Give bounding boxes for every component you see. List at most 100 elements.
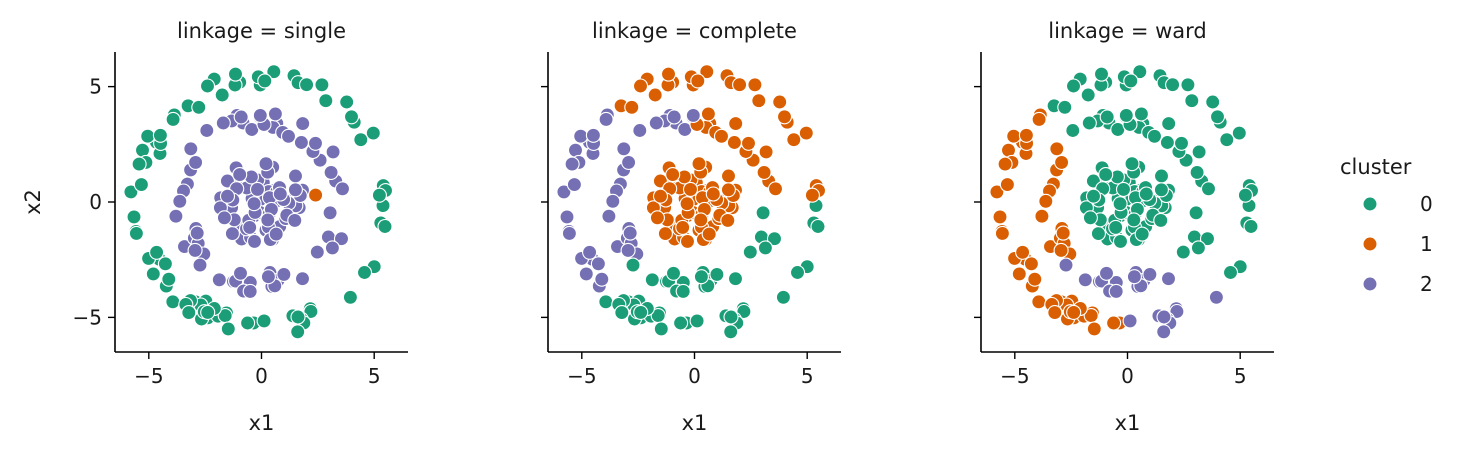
data-point: [189, 225, 205, 241]
legend: cluster 0 1 2: [1340, 155, 1433, 296]
data-point: [757, 240, 773, 256]
data-point: [690, 73, 706, 89]
panel-2: linkage = complete −5 0 5 x1: [541, 19, 841, 435]
data-point: [192, 257, 208, 273]
x-tick-label: −5: [134, 364, 163, 388]
data-point: [1090, 226, 1106, 242]
x-axis-label: x1: [1115, 411, 1141, 435]
data-point: [601, 208, 617, 224]
data-point: [992, 209, 1008, 225]
data-point: [564, 156, 580, 172]
data-point: [257, 73, 273, 89]
scatter-points: [556, 64, 827, 340]
data-point: [287, 212, 303, 228]
data-point: [632, 78, 649, 94]
data-point: [566, 177, 582, 193]
data-point: [128, 225, 144, 241]
data-point: [673, 315, 689, 331]
legend-label: 2: [1420, 272, 1433, 296]
x-tick-label: 0: [1121, 364, 1134, 388]
data-point: [810, 218, 826, 235]
data-point: [747, 77, 763, 93]
data-point: [1153, 182, 1169, 198]
legend-label: 0: [1420, 192, 1433, 216]
data-point: [582, 244, 598, 260]
data-point: [1093, 66, 1110, 82]
data-point: [775, 289, 791, 305]
data-point: [705, 186, 721, 202]
x-axis-label: x1: [682, 411, 708, 435]
data-point: [657, 226, 673, 242]
data-point: [689, 313, 705, 329]
data-point: [585, 127, 601, 143]
data-point: [798, 125, 814, 141]
data-point: [713, 128, 730, 144]
data-point: [1138, 186, 1154, 202]
data-point: [168, 208, 184, 224]
data-point: [1222, 264, 1239, 281]
data-point: [1082, 210, 1098, 226]
data-point: [660, 66, 677, 82]
data-point: [1047, 305, 1063, 321]
data-point: [700, 106, 716, 122]
data-point: [621, 154, 637, 170]
data-point: [1077, 272, 1093, 288]
data-point: [620, 242, 636, 258]
data-point: [165, 294, 181, 310]
data-point: [1065, 122, 1081, 139]
data-point: [246, 233, 263, 249]
data-point: [1031, 111, 1047, 127]
data-point: [260, 212, 276, 228]
data-point: [199, 78, 216, 94]
data-point: [1243, 218, 1259, 235]
data-point: [1153, 168, 1170, 184]
panel-title: linkage = ward: [1048, 19, 1206, 43]
data-point: [758, 144, 774, 160]
data-point: [1190, 240, 1206, 256]
data-point: [561, 225, 577, 241]
data-point: [140, 128, 156, 144]
data-point: [632, 122, 648, 139]
data-point: [624, 99, 640, 115]
x-tick-label: 0: [255, 364, 268, 388]
data-point: [307, 135, 324, 151]
panel-title: linkage = complete: [592, 19, 797, 43]
legend-label: 1: [1420, 232, 1433, 256]
data-point: [287, 182, 303, 198]
data-point: [594, 271, 610, 287]
data-point: [720, 168, 737, 184]
data-point: [1065, 78, 1082, 94]
data-point: [1156, 324, 1172, 340]
data-point: [590, 256, 606, 272]
data-point: [1027, 271, 1043, 287]
data-point: [1018, 127, 1034, 143]
panel-1: linkage = single −5 0 5 −5 0 5 x1 x2: [21, 19, 408, 435]
data-point: [644, 272, 660, 288]
data-point: [727, 271, 744, 287]
data-point: [242, 283, 258, 299]
data-point: [653, 321, 669, 337]
data-point: [187, 242, 203, 258]
data-point: [740, 135, 757, 151]
data-point: [685, 107, 701, 123]
data-point: [665, 167, 681, 183]
data-point: [1038, 193, 1054, 209]
data-point: [214, 87, 230, 103]
data-point: [1209, 109, 1226, 125]
data-point: [1085, 188, 1102, 204]
data-point: [756, 164, 772, 180]
data-point: [299, 77, 315, 93]
data-point: [679, 233, 696, 249]
data-point: [258, 156, 274, 172]
data-point: [220, 321, 236, 337]
data-point: [272, 186, 288, 202]
data-point: [145, 266, 161, 282]
data-point: [1189, 164, 1205, 180]
y-tick-label: −5: [73, 305, 102, 329]
data-point: [133, 177, 149, 193]
data-point: [755, 205, 771, 221]
data-point: [616, 141, 632, 157]
data-point: [1161, 116, 1177, 132]
legend-marker: [1362, 236, 1378, 252]
data-point: [693, 269, 709, 285]
